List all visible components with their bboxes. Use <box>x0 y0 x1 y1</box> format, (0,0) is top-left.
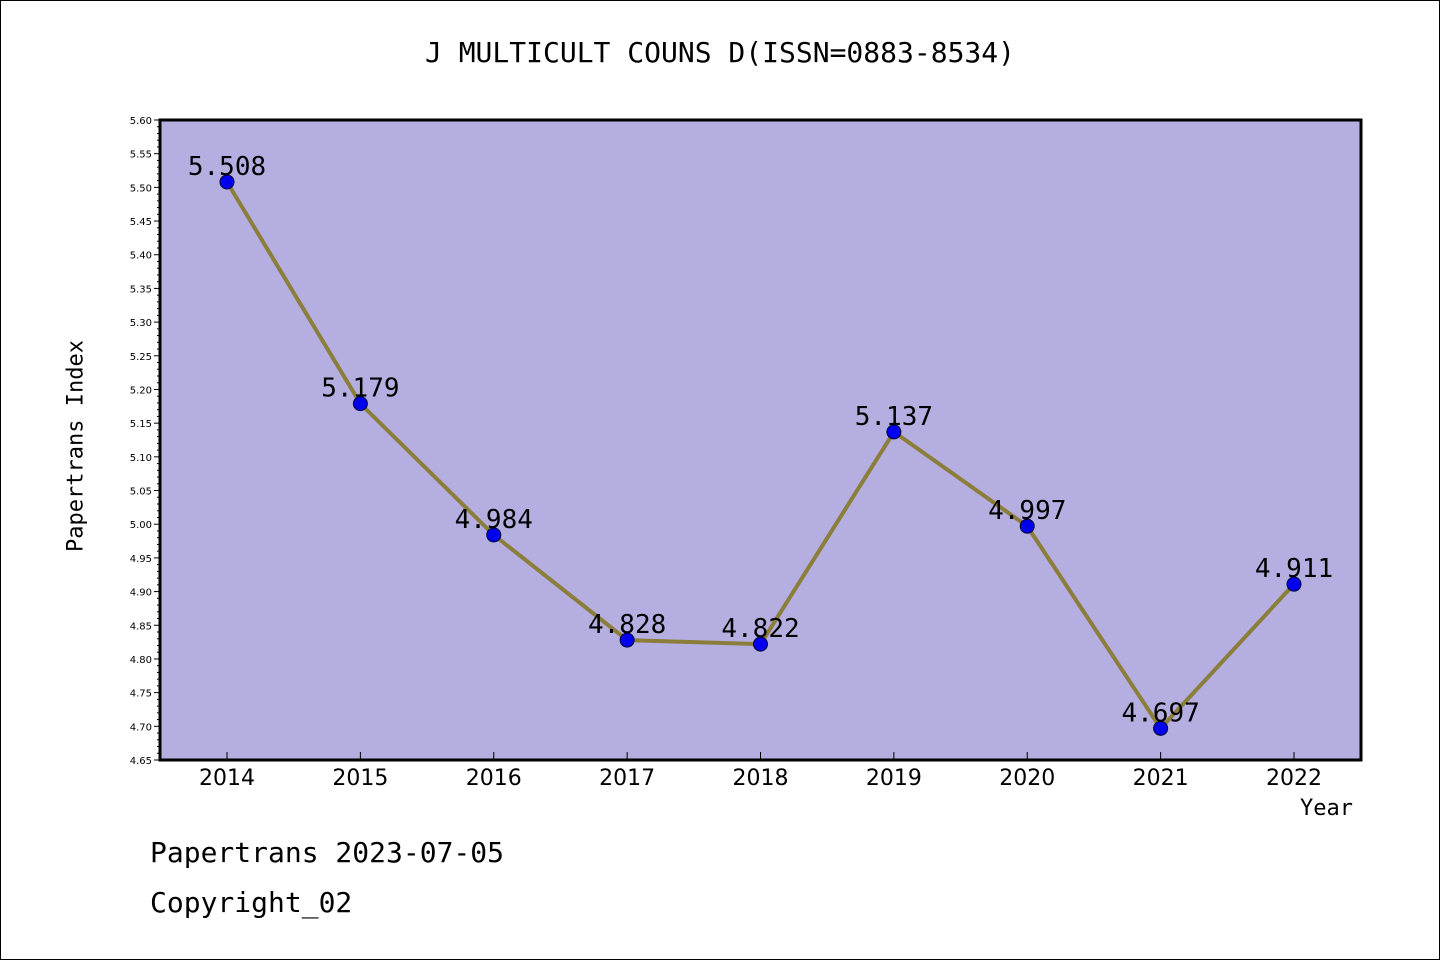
chart-title: J MULTICULT COUNS D(ISSN=0883-8534) <box>424 36 1015 69</box>
y-tick-label: 5.35 <box>130 284 152 295</box>
y-tick-label: 5.25 <box>130 352 152 363</box>
y-tick-label: 5.10 <box>130 453 152 464</box>
y-tick-label: 4.85 <box>130 621 152 632</box>
y-tick-label: 5.60 <box>130 116 152 127</box>
data-point <box>753 636 768 652</box>
x-tick-label: 2014 <box>199 766 255 791</box>
x-tick-label: 2017 <box>599 766 655 791</box>
y-tick-label: 5.45 <box>130 217 152 228</box>
y-tick-label: 5.40 <box>130 251 152 262</box>
y-tick-label: 5.55 <box>130 150 152 161</box>
data-label: 5.137 <box>855 402 933 432</box>
x-tick-label: 2022 <box>1266 766 1322 791</box>
data-label: 4.997 <box>988 496 1066 526</box>
x-tick-label: 2018 <box>733 766 789 791</box>
data-point <box>886 424 902 440</box>
x-tick-label: 2020 <box>999 766 1055 791</box>
data-label: 4.911 <box>1255 554 1333 584</box>
data-label: 5.179 <box>321 374 399 404</box>
y-tick-label: 4.75 <box>130 689 152 700</box>
y-tick-label: 4.80 <box>130 655 152 666</box>
data-point <box>619 632 635 648</box>
data-label: 4.822 <box>721 614 799 644</box>
y-tick-label: 5.05 <box>130 487 152 498</box>
y-tick-label: 5.30 <box>130 318 152 329</box>
x-tick-label: 2019 <box>866 766 922 791</box>
plot-border <box>158 118 1363 762</box>
data-label: 4.828 <box>588 610 666 640</box>
y-tick-label: 5.00 <box>130 520 152 531</box>
x-tick-label: 2015 <box>332 766 388 791</box>
x-tick-label: 2016 <box>466 766 522 791</box>
data-point <box>1286 576 1302 592</box>
y-tick-label: 4.95 <box>130 554 152 565</box>
x-tick-label: 2021 <box>1133 766 1189 791</box>
data-point <box>486 527 502 543</box>
data-label: 4.984 <box>455 505 533 535</box>
data-label: 4.697 <box>1121 698 1199 728</box>
plot-area <box>160 120 1361 760</box>
y-tick-label: 4.90 <box>130 588 152 599</box>
data-point <box>1153 720 1169 736</box>
y-tick-label: 4.70 <box>130 722 152 733</box>
x-axis-label: Year <box>1300 796 1353 821</box>
footer-date-text: Papertrans 2023-07-05 <box>150 836 505 869</box>
data-point <box>1019 518 1035 534</box>
y-tick-label: 5.50 <box>130 183 152 194</box>
data-point <box>219 174 235 190</box>
data-label: 5.508 <box>188 152 266 182</box>
footer-copyright-text: Copyright_02 <box>150 886 353 919</box>
y-tick-label: 5.15 <box>130 419 152 430</box>
data-point <box>352 396 368 412</box>
y-tick-label: 4.65 <box>130 756 152 767</box>
y-tick-label: 5.20 <box>130 385 152 396</box>
